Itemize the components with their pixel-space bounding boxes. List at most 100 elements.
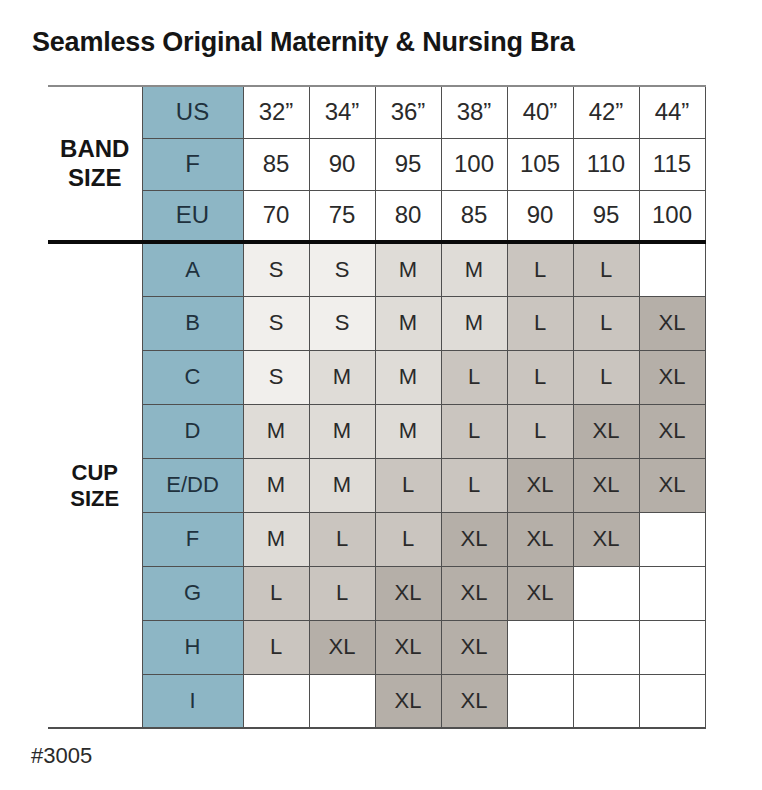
band-value-cell: 110 bbox=[573, 138, 639, 190]
band-value-cell: 95 bbox=[375, 138, 441, 190]
size-cell: L bbox=[507, 242, 573, 296]
size-cell: XL bbox=[507, 566, 573, 620]
size-cell: XL bbox=[573, 404, 639, 458]
band-value-cell: 42” bbox=[573, 86, 639, 138]
size-cell: XL bbox=[639, 458, 705, 512]
row-header-G: G bbox=[142, 566, 243, 620]
size-cell: L bbox=[507, 350, 573, 404]
size-cell: L bbox=[441, 350, 507, 404]
size-cell bbox=[243, 674, 309, 728]
size-cell bbox=[507, 674, 573, 728]
size-cell: XL bbox=[375, 566, 441, 620]
band-value-cell: 115 bbox=[639, 138, 705, 190]
band-value-cell: 34” bbox=[309, 86, 375, 138]
band-value-cell: 44” bbox=[639, 86, 705, 138]
size-cell: L bbox=[375, 512, 441, 566]
page-title: Seamless Original Maternity & Nursing Br… bbox=[32, 27, 574, 58]
cup-row-D: DMMMLLXLXL bbox=[48, 404, 705, 458]
size-cell bbox=[573, 674, 639, 728]
band-value-cell: 105 bbox=[507, 138, 573, 190]
band-size-section-label: BAND SIZE bbox=[48, 86, 142, 242]
band-value-cell: 85 bbox=[243, 138, 309, 190]
size-cell: S bbox=[309, 242, 375, 296]
row-header-D: D bbox=[142, 404, 243, 458]
band-value-cell: 70 bbox=[243, 190, 309, 242]
size-cell: M bbox=[243, 512, 309, 566]
size-cell: S bbox=[243, 350, 309, 404]
size-cell: XL bbox=[375, 674, 441, 728]
row-header-F: F bbox=[142, 138, 243, 190]
row-header-F: F bbox=[142, 512, 243, 566]
band-value-cell: 80 bbox=[375, 190, 441, 242]
size-cell: L bbox=[309, 566, 375, 620]
row-header-H: H bbox=[142, 620, 243, 674]
style-number: #3005 bbox=[31, 743, 92, 769]
size-cell: XL bbox=[441, 620, 507, 674]
size-chart-table: BAND SIZEUS32”34”36”38”40”42”44”F8590951… bbox=[48, 85, 706, 729]
size-table-body: BAND SIZEUS32”34”36”38”40”42”44”F8590951… bbox=[48, 86, 705, 728]
size-cell: XL bbox=[441, 512, 507, 566]
band-value-cell: 95 bbox=[573, 190, 639, 242]
row-header-C: C bbox=[142, 350, 243, 404]
row-header-B: B bbox=[142, 296, 243, 350]
band-value-cell: 90 bbox=[309, 138, 375, 190]
size-cell: M bbox=[243, 458, 309, 512]
size-chart-page: Seamless Original Maternity & Nursing Br… bbox=[0, 0, 762, 790]
size-cell: L bbox=[243, 620, 309, 674]
cup-row-C: CSMMLLLXL bbox=[48, 350, 705, 404]
size-cell bbox=[639, 566, 705, 620]
size-cell bbox=[573, 620, 639, 674]
size-cell bbox=[639, 242, 705, 296]
size-cell: M bbox=[243, 404, 309, 458]
size-cell bbox=[573, 566, 639, 620]
size-cell: XL bbox=[309, 620, 375, 674]
size-cell: M bbox=[375, 350, 441, 404]
band-value-cell: 100 bbox=[441, 138, 507, 190]
band-row-EU: EU707580859095100 bbox=[48, 190, 705, 242]
size-cell: L bbox=[243, 566, 309, 620]
size-cell: L bbox=[573, 242, 639, 296]
size-cell: XL bbox=[639, 350, 705, 404]
band-value-cell: 40” bbox=[507, 86, 573, 138]
cup-row-G: GLLXLXLXL bbox=[48, 566, 705, 620]
band-row-US: BAND SIZEUS32”34”36”38”40”42”44” bbox=[48, 86, 705, 138]
band-value-cell: 75 bbox=[309, 190, 375, 242]
size-cell bbox=[639, 674, 705, 728]
size-cell: XL bbox=[639, 404, 705, 458]
row-header-A: A bbox=[142, 242, 243, 296]
size-cell: L bbox=[309, 512, 375, 566]
cup-row-A: CUP SIZEASSMMLL bbox=[48, 242, 705, 296]
size-cell: XL bbox=[507, 458, 573, 512]
row-header-I: I bbox=[142, 674, 243, 728]
size-cell: S bbox=[243, 296, 309, 350]
band-value-cell: 32” bbox=[243, 86, 309, 138]
cup-row-B: BSSMMLLXL bbox=[48, 296, 705, 350]
band-row-F: F859095100105110115 bbox=[48, 138, 705, 190]
size-cell: M bbox=[309, 458, 375, 512]
size-cell: M bbox=[441, 242, 507, 296]
size-cell: XL bbox=[573, 458, 639, 512]
size-cell bbox=[309, 674, 375, 728]
size-cell bbox=[639, 512, 705, 566]
size-cell: XL bbox=[573, 512, 639, 566]
band-value-cell: 85 bbox=[441, 190, 507, 242]
size-cell: M bbox=[309, 404, 375, 458]
size-cell: XL bbox=[639, 296, 705, 350]
size-cell: M bbox=[441, 296, 507, 350]
size-cell: L bbox=[441, 404, 507, 458]
size-cell: M bbox=[375, 242, 441, 296]
cup-row-E-DD: E/DDMMLLXLXLXL bbox=[48, 458, 705, 512]
row-header-EU: EU bbox=[142, 190, 243, 242]
size-cell: XL bbox=[507, 512, 573, 566]
size-cell: L bbox=[573, 350, 639, 404]
size-cell bbox=[507, 620, 573, 674]
cup-row-H: HLXLXLXL bbox=[48, 620, 705, 674]
cup-row-F: FMLLXLXLXL bbox=[48, 512, 705, 566]
size-cell: L bbox=[507, 296, 573, 350]
band-value-cell: 90 bbox=[507, 190, 573, 242]
size-cell: M bbox=[375, 404, 441, 458]
band-value-cell: 100 bbox=[639, 190, 705, 242]
size-cell: S bbox=[243, 242, 309, 296]
size-cell: L bbox=[507, 404, 573, 458]
size-cell: XL bbox=[441, 566, 507, 620]
